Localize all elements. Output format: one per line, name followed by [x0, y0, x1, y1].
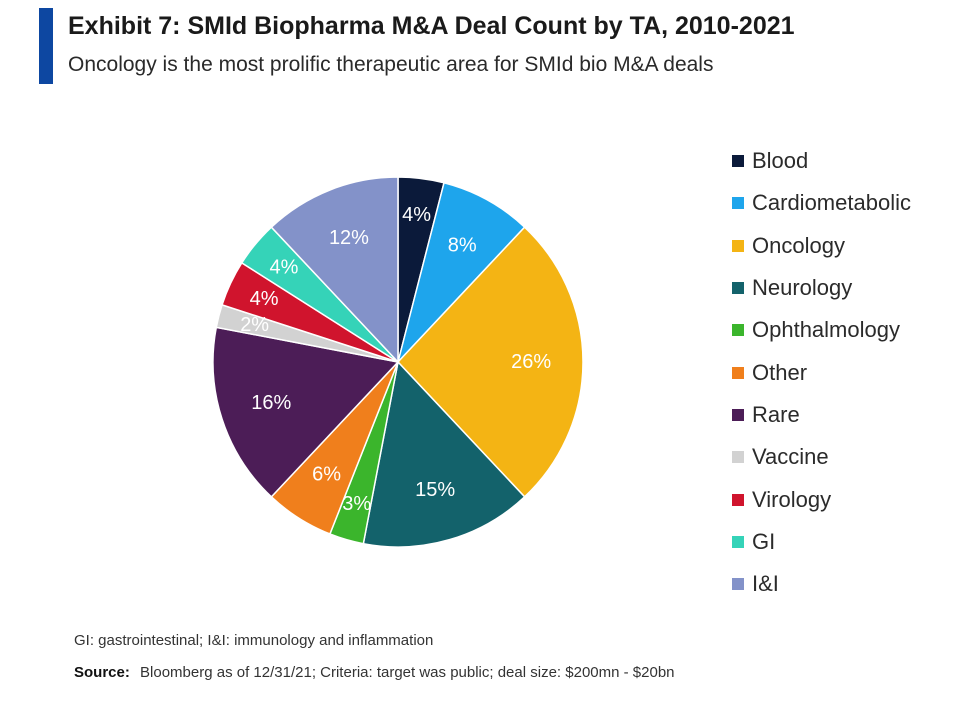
legend-item: Neurology	[732, 267, 911, 309]
legend-item: Blood	[732, 140, 911, 182]
legend-swatch	[732, 366, 744, 379]
pie-slice-rare	[212, 326, 400, 498]
pie-label-i-i: 12%	[329, 227, 369, 249]
legend-label: I&I	[752, 571, 779, 597]
legend-item: Oncology	[732, 225, 911, 267]
pie-slice-i-i	[270, 176, 399, 364]
source-label: Source:	[74, 664, 130, 681]
legend-label: GI	[752, 528, 776, 554]
legend-label: Ophthalmology	[752, 317, 900, 343]
legend-label: Rare	[752, 401, 800, 427]
legend-swatch	[732, 451, 744, 464]
legend-label: Neurology	[752, 275, 853, 301]
pie-label-vaccine: 2%	[240, 314, 269, 336]
legend-item: Ophthalmology	[732, 309, 911, 351]
chart-title: Exhibit 7: SMId Biopharma M&A Deal Count…	[68, 12, 795, 40]
title-accent-bar	[39, 8, 53, 84]
legend-swatch	[732, 535, 744, 548]
pie-slice-neurology	[362, 360, 526, 548]
pie-slice-oncology	[396, 226, 584, 498]
legend-item: Cardiometabolic	[732, 182, 911, 224]
pie-labels: 4% 8% 26% 15% 3%6% 16% 2% 4% 4% 12%	[240, 204, 551, 515]
legend-swatch	[732, 239, 744, 252]
pie-label-virology: 4%	[250, 288, 279, 310]
legend-swatch	[732, 578, 744, 591]
legend-label: Virology	[752, 486, 832, 512]
pie-label-blood: 4%	[402, 204, 431, 226]
pie-label-cardiometabolic: 8%	[448, 234, 477, 256]
pie-slices	[212, 176, 584, 548]
pie-label-oncology: 26%	[511, 351, 551, 373]
pie-slice-cardiometabolic	[397, 181, 526, 363]
source-text: Bloomberg as of 12/31/21; Criteria: targ…	[140, 664, 675, 681]
legend-item: I&I	[732, 563, 911, 605]
footnote: GI: gastrointestinal; I&I: immunology an…	[74, 632, 434, 649]
pie-label-neurology: 15%	[415, 479, 455, 501]
legend-swatch	[732, 493, 744, 506]
pie-label-ophthalmology: 3%	[342, 493, 371, 515]
legend-swatch	[732, 197, 744, 210]
legend-label: Cardiometabolic	[752, 190, 911, 216]
legend-item: Other	[732, 351, 911, 393]
legend-label: Vaccine	[752, 444, 829, 470]
source-line: Source: Bloomberg as of 12/31/21; Criter…	[74, 664, 675, 681]
pie-label-gi: 4%	[270, 257, 299, 279]
chart-subtitle: Oncology is the most prolific therapeuti…	[68, 53, 714, 76]
legend-label: Blood	[752, 148, 809, 174]
legend-label: Oncology	[752, 232, 845, 258]
legend-item: Virology	[732, 478, 911, 520]
legend: Blood Cardiometabolic Oncology Neurology Oph…	[732, 140, 911, 605]
legend-swatch	[732, 324, 744, 337]
legend-swatch	[732, 155, 744, 168]
legend-label: Other	[752, 359, 808, 385]
legend-item: Vaccine	[732, 436, 911, 478]
legend-swatch	[732, 408, 744, 421]
legend-item: GI	[732, 521, 911, 563]
legend-swatch	[732, 282, 744, 295]
pie-label-rare: 16%	[251, 392, 291, 414]
legend-item: Rare	[732, 394, 911, 436]
pie-label-other: 6%	[312, 463, 341, 485]
